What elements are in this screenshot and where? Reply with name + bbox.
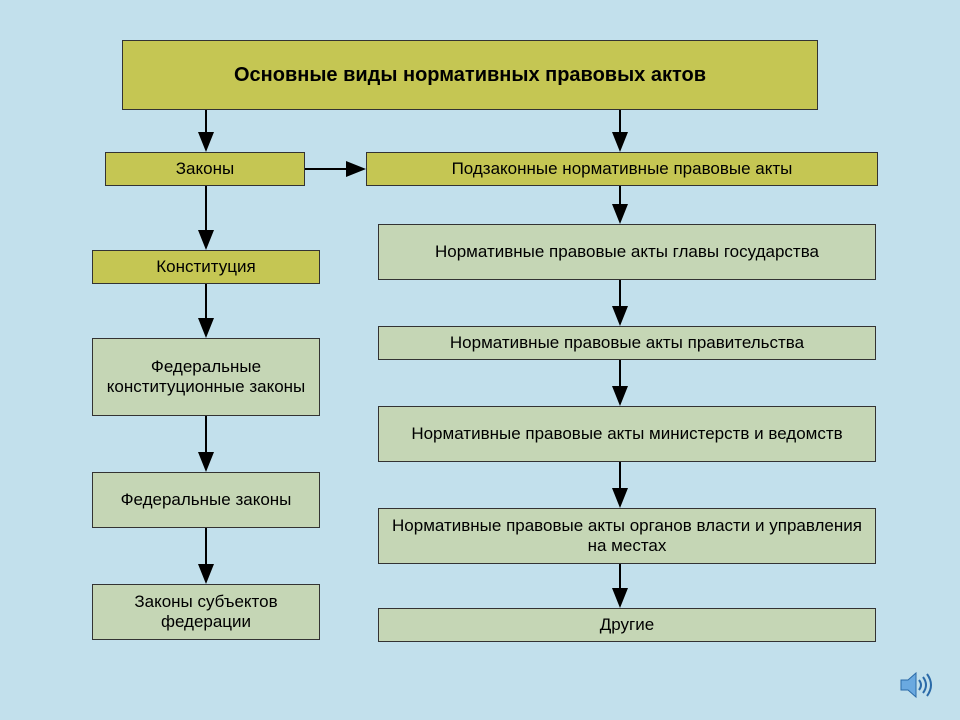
left-item-1-text: Федеральные конституционные законы [101, 357, 311, 397]
left-item-3: Законы субъектов федерации [92, 584, 320, 640]
right-item-1-text: Нормативные правовые акты правительства [450, 333, 804, 353]
right-item-0: Нормативные правовые акты главы государс… [378, 224, 876, 280]
right-item-4-text: Другие [600, 615, 654, 635]
title-box: Основные виды нормативных правовых актов [122, 40, 818, 110]
left-item-3-text: Законы субъектов федерации [101, 592, 311, 632]
right-item-1: Нормативные правовые акты правительства [378, 326, 876, 360]
title-text: Основные виды нормативных правовых актов [234, 64, 706, 87]
right-item-3-text: Нормативные правовые акты органов власти… [387, 516, 867, 556]
right-item-0-text: Нормативные правовые акты главы государс… [435, 242, 819, 262]
left-item-0-text: Конституция [156, 257, 255, 277]
right-item-4: Другие [378, 608, 876, 642]
right-header-text: Подзаконные нормативные правовые акты [452, 159, 793, 179]
right-item-2-text: Нормативные правовые акты министерств и … [411, 424, 842, 444]
left-header-box: Законы [105, 152, 305, 186]
right-header-box: Подзаконные нормативные правовые акты [366, 152, 878, 186]
right-item-2: Нормативные правовые акты министерств и … [378, 406, 876, 462]
left-item-1: Федеральные конституционные законы [92, 338, 320, 416]
left-item-0: Конституция [92, 250, 320, 284]
sound-icon[interactable] [899, 670, 935, 705]
left-item-2: Федеральные законы [92, 472, 320, 528]
left-item-2-text: Федеральные законы [121, 490, 292, 510]
right-item-3: Нормативные правовые акты органов власти… [378, 508, 876, 564]
left-header-text: Законы [176, 159, 234, 179]
